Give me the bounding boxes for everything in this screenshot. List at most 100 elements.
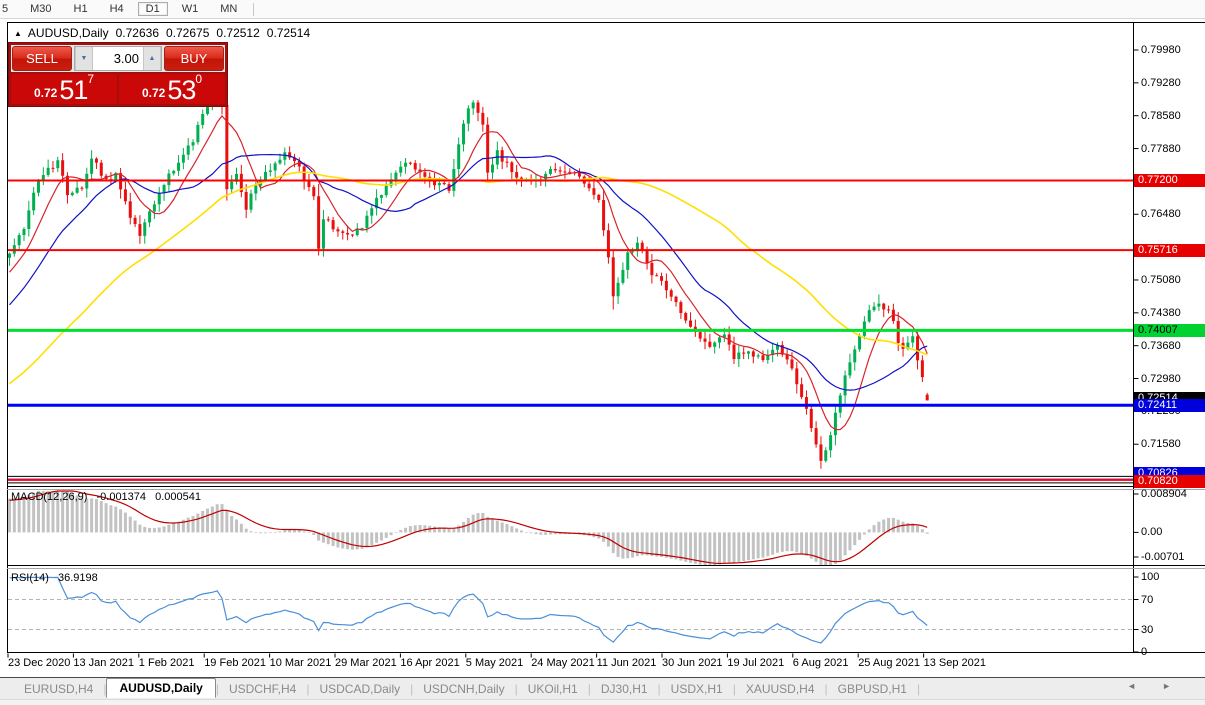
candle — [452, 158, 456, 197]
chart-tab-dj30[interactable]: DJ30,H1 — [600, 681, 648, 696]
candle — [230, 175, 234, 193]
candle — [109, 172, 113, 185]
candle — [273, 161, 277, 179]
candle — [519, 176, 523, 187]
chart-tab-eurusd[interactable]: EURUSD,H4 — [24, 681, 94, 696]
candle — [800, 377, 804, 400]
time-axis-label: 11 Jun 2021 — [596, 657, 657, 669]
macd-bar — [46, 491, 50, 533]
chart-tab-ukoil[interactable]: UKOil,H1 — [527, 681, 578, 696]
candle — [181, 147, 185, 170]
macd-bar — [61, 491, 65, 533]
macd-bar — [167, 524, 171, 533]
timeframe-button-mn[interactable]: MN — [220, 3, 238, 15]
candle — [640, 240, 644, 254]
candle — [737, 345, 741, 368]
time-axis-label: 19 Jul 2021 — [727, 657, 785, 669]
macd-bar — [664, 532, 668, 558]
rsi-name: RSI(14) — [11, 572, 49, 584]
tab-separator: | — [103, 681, 107, 696]
macd-bar — [829, 532, 833, 565]
volume-input[interactable] — [93, 47, 143, 70]
macd-bar — [447, 528, 451, 533]
macd-bar — [307, 532, 311, 534]
collapse-triangle-icon: ▲ — [14, 28, 22, 38]
volume-increase-button[interactable]: ▲ — [143, 47, 161, 70]
macd-bar — [621, 532, 625, 559]
chart-tab-usdcad[interactable]: USDCAD,Daily — [319, 681, 401, 696]
candle — [85, 167, 89, 198]
candle — [500, 146, 504, 170]
macd-bar — [558, 532, 562, 535]
chart-tab-audusd[interactable]: AUDUSD,Daily — [106, 678, 216, 698]
macd-bar — [99, 501, 103, 533]
candle — [862, 316, 866, 340]
macd-header: MACD(12,26,9) -0.001374 0.000541 — [11, 491, 201, 503]
macd-bar — [732, 532, 736, 563]
timeframe-button-w1[interactable]: W1 — [181, 3, 199, 15]
candle — [22, 227, 26, 241]
candle — [515, 164, 519, 185]
macd-bar — [718, 532, 722, 565]
candle — [350, 234, 354, 238]
candle — [872, 302, 876, 312]
timeframe-button-m30[interactable]: M30 — [30, 3, 52, 15]
candle — [751, 349, 755, 364]
timeframe-button-d1[interactable]: D1 — [137, 2, 168, 16]
macd-bar — [635, 532, 639, 557]
tab-separator: | — [215, 681, 219, 696]
tab-scroll-left-icon[interactable]: ◄ — [1127, 681, 1163, 691]
sell-button[interactable]: SELL — [12, 46, 72, 71]
macd-bar — [727, 532, 731, 563]
candle — [462, 119, 466, 152]
candle — [326, 216, 330, 222]
chart-tab-usdx[interactable]: USDX,H1 — [670, 681, 723, 696]
buy-button[interactable]: BUY — [164, 46, 224, 71]
tab-separator: | — [306, 681, 310, 696]
sell-price-big: 51 — [59, 75, 88, 105]
candle — [399, 161, 403, 177]
macd-bar — [669, 532, 673, 559]
volume-decrease-button[interactable]: ▼ — [75, 47, 93, 70]
candle — [225, 88, 229, 201]
chart-tab-usdcnh[interactable]: USDCNH,Daily — [423, 681, 505, 696]
macd-bar — [524, 531, 528, 533]
candle — [650, 254, 654, 284]
tab-scroll-right-icon[interactable]: ► — [1162, 681, 1197, 691]
macd-bar — [457, 525, 461, 533]
candle — [867, 304, 871, 323]
buy-price-big: 53 — [167, 75, 196, 105]
candle — [495, 141, 499, 170]
macd-bar — [225, 510, 229, 533]
macd-bar — [916, 525, 920, 533]
macd-bar — [254, 532, 258, 534]
timeframe-button-5[interactable]: 5 — [2, 3, 9, 15]
buy-price-display[interactable]: 0.72 53 0 — [119, 72, 225, 105]
timeframe-button-h1[interactable]: H1 — [73, 3, 88, 15]
macd-bar — [123, 512, 127, 533]
candle — [742, 347, 746, 360]
chart-tab-xauusd[interactable]: XAUUSD,H4 — [745, 681, 815, 696]
candle — [660, 272, 664, 286]
macd-bar — [326, 532, 330, 545]
candle — [891, 303, 895, 324]
candle — [563, 164, 567, 179]
macd-bar — [389, 532, 393, 536]
macd-tick-label: 0.00 — [1141, 526, 1163, 539]
chart-tab-usdchf[interactable]: USDCHF,H4 — [228, 681, 297, 696]
macd-bar — [186, 517, 190, 533]
price-tick-label: 0.74380 — [1141, 306, 1181, 319]
candle — [703, 331, 707, 350]
macd-bar — [911, 523, 915, 533]
chart-canvas[interactable] — [7, 22, 1205, 659]
macd-bar — [8, 498, 11, 533]
candle — [486, 117, 490, 180]
timeframe-button-h4[interactable]: H4 — [109, 3, 124, 15]
macd-bar — [283, 530, 287, 533]
macd-bar — [708, 532, 712, 565]
macd-tick-label: 0.008904 — [1141, 488, 1187, 500]
sell-price-display[interactable]: 0.72 51 7 — [11, 72, 117, 105]
candle — [36, 178, 40, 197]
chart-tab-gbpusd[interactable]: GBPUSD,H1 — [837, 681, 907, 696]
macd-bar — [292, 529, 296, 533]
